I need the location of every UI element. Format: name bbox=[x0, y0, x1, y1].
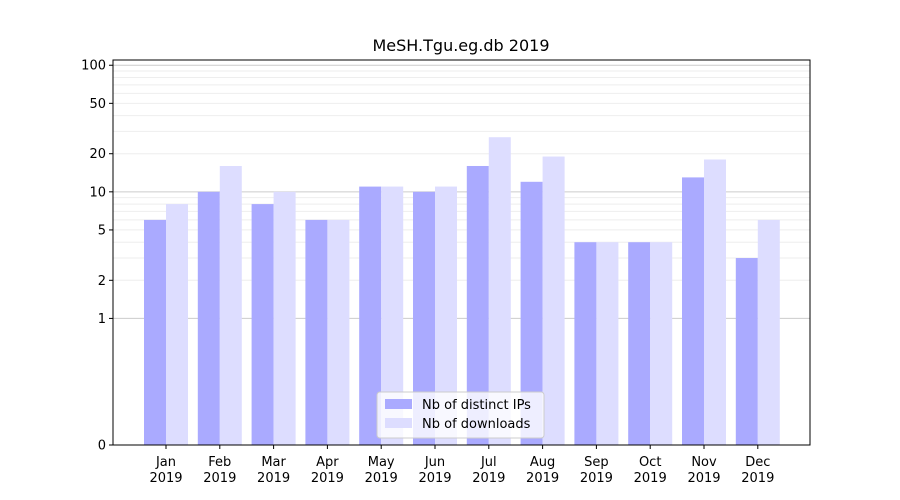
x-tick-label-year: 2019 bbox=[365, 471, 398, 486]
chart-title: MeSH.Tgu.eg.db 2019 bbox=[373, 36, 550, 55]
legend-swatch-distinct-ips bbox=[385, 399, 412, 409]
bar-distinct-ips-nov bbox=[682, 177, 704, 446]
y-tick-label: 100 bbox=[81, 59, 106, 74]
y-tick-label: 50 bbox=[89, 97, 106, 112]
bar-downloads-mar bbox=[273, 191, 296, 445]
x-tick-label-month: Apr bbox=[316, 455, 339, 470]
y-axis: 0 1 2 5 10 20 50 100 bbox=[81, 59, 113, 454]
x-tick-label-year: 2019 bbox=[203, 471, 236, 486]
bar-distinct-ips-mar bbox=[251, 204, 274, 445]
bar-distinct-ips-apr bbox=[305, 219, 328, 445]
bar-downloads-nov bbox=[704, 159, 726, 445]
legend-swatch-downloads bbox=[385, 418, 412, 428]
bar-distinct-ips-sep bbox=[574, 242, 597, 445]
x-axis: Jan2019Feb2019Mar2019Apr2019May2019Jun20… bbox=[149, 445, 774, 486]
x-tick-label-month: Nov bbox=[691, 455, 717, 470]
bar-downloads-oct bbox=[650, 242, 673, 445]
y-tick-label: 10 bbox=[89, 185, 106, 200]
x-tick-label-year: 2019 bbox=[257, 471, 290, 486]
y-tick-label: 1 bbox=[98, 312, 106, 327]
x-tick-label-year: 2019 bbox=[418, 471, 451, 486]
bar-distinct-ips-jun bbox=[413, 191, 435, 445]
bar-distinct-ips-dec bbox=[735, 258, 758, 445]
x-tick-label-year: 2019 bbox=[526, 471, 559, 486]
x-tick-label-year: 2019 bbox=[472, 471, 505, 486]
plot-frame bbox=[112, 59, 811, 446]
legend: Nb of distinct IPs Nb of downloads bbox=[376, 391, 545, 439]
x-tick-label-month: May bbox=[368, 455, 395, 470]
x-tick-label-month: Jun bbox=[424, 455, 445, 470]
x-tick-label-year: 2019 bbox=[311, 471, 344, 486]
bar-downloads-aug bbox=[542, 156, 565, 446]
legend-label-distinct-ips: Nb of distinct IPs bbox=[422, 398, 531, 413]
x-tick-label-month: Dec bbox=[745, 455, 770, 470]
x-tick-label-month: Jan bbox=[155, 455, 176, 470]
bar-distinct-ips-may bbox=[359, 186, 382, 446]
bar-downloads-may bbox=[381, 186, 404, 446]
y-tick-label: 0 bbox=[98, 439, 106, 454]
x-tick-label-month: Mar bbox=[261, 455, 286, 470]
x-tick-label-year: 2019 bbox=[149, 471, 182, 486]
x-tick-label-month: Oct bbox=[639, 455, 661, 470]
y-tick-label: 20 bbox=[89, 147, 106, 162]
legend-label-downloads: Nb of downloads bbox=[422, 417, 531, 432]
x-tick-label-year: 2019 bbox=[741, 471, 774, 486]
bar-distinct-ips-jul bbox=[466, 165, 489, 446]
bars bbox=[144, 137, 780, 446]
x-tick-label-month: Feb bbox=[208, 455, 231, 470]
bar-downloads-dec bbox=[757, 219, 780, 445]
y-tick-label: 5 bbox=[98, 223, 106, 238]
x-tick-label-year: 2019 bbox=[687, 471, 720, 486]
bar-downloads-jul bbox=[488, 137, 511, 446]
bar-downloads-sep bbox=[596, 242, 619, 445]
bar-downloads-jun bbox=[435, 186, 457, 446]
bar-distinct-ips-jan bbox=[144, 219, 166, 445]
x-tick-label-month: Jul bbox=[480, 455, 497, 470]
x-tick-label-month: Sep bbox=[584, 455, 609, 470]
y-tick-label: 2 bbox=[98, 274, 106, 289]
x-tick-label-month: Aug bbox=[530, 455, 555, 470]
bar-downloads-feb bbox=[219, 165, 242, 446]
x-tick-label-year: 2019 bbox=[634, 471, 667, 486]
bar-distinct-ips-aug bbox=[520, 181, 543, 445]
x-tick-label-year: 2019 bbox=[580, 471, 613, 486]
bar-downloads-apr bbox=[327, 219, 350, 445]
bar-distinct-ips-oct bbox=[628, 242, 651, 445]
bar-distinct-ips-feb bbox=[197, 191, 220, 445]
legend-box bbox=[376, 391, 545, 439]
bar-downloads-jan bbox=[166, 204, 188, 445]
